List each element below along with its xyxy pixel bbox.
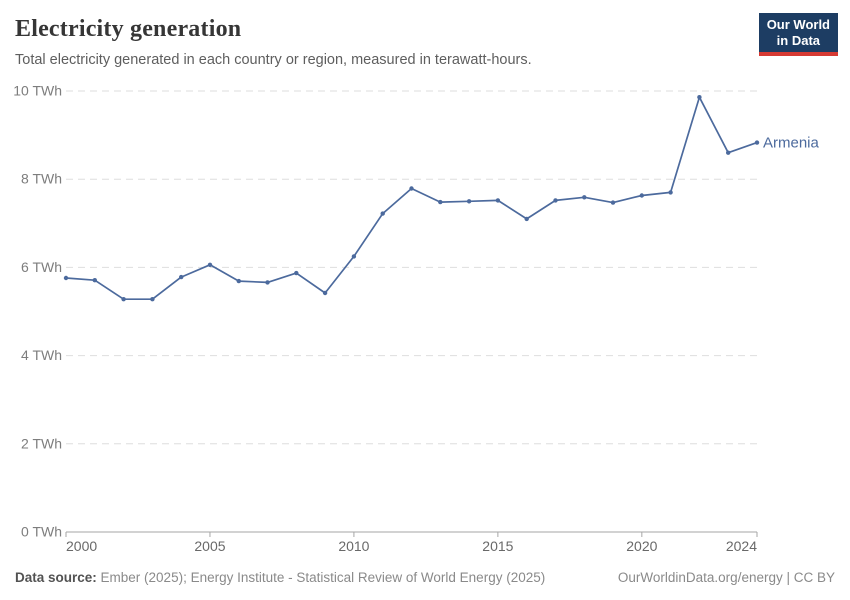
data-points — [63, 95, 760, 302]
data-point — [92, 278, 98, 283]
x-tick-label: 2020 — [626, 538, 657, 554]
x-tick-label: 2015 — [482, 538, 513, 554]
data-point — [236, 278, 241, 284]
data-point — [495, 198, 501, 203]
data-point — [380, 211, 385, 216]
x-tick-label: 2005 — [194, 538, 225, 554]
y-tick-label: 8 TWh — [21, 171, 62, 187]
data-point — [582, 195, 587, 200]
page-title: Electricity generation — [15, 16, 242, 42]
data-point — [351, 254, 357, 259]
y-tick-label: 2 TWh — [21, 435, 62, 451]
data-source-label: Data source: — [15, 570, 97, 585]
data-point — [63, 275, 69, 281]
owid-logo[interactable]: Our World in Data — [758, 13, 838, 56]
x-tick-label: 2000 — [66, 538, 97, 554]
data-point — [524, 216, 529, 222]
x-axis: 2000 2005 2010 2015 2020 2024 — [65, 531, 758, 554]
data-point — [466, 199, 472, 204]
data-point — [726, 150, 731, 155]
line-chart: 0 TWh 2 TWh 4 TWh 6 TWh 8 TWh 10 TWh 2000 2005… — [13, 83, 820, 555]
chart-footer: Data source: Ember (2025); Energy Instit… — [0, 570, 850, 592]
attribution-link[interactable]: OurWorldinData.org/energy | CC BY — [617, 570, 835, 585]
chart-subtitle: Total electricity generated in each coun… — [15, 52, 532, 68]
data-point — [409, 186, 414, 191]
data-point — [322, 290, 328, 296]
x-tick-label: 2010 — [338, 538, 369, 554]
y-tick-label: 4 TWh — [21, 347, 62, 363]
data-point — [610, 200, 616, 205]
data-point — [294, 270, 299, 276]
data-point — [179, 274, 184, 280]
data-point — [150, 297, 155, 302]
gridlines: 0 TWh 2 TWh 4 TWh 6 TWh 8 TWh 10 TWh — [13, 83, 757, 540]
data-point — [754, 140, 760, 145]
owid-logo-line2: in Data — [776, 33, 821, 48]
data-point — [438, 199, 443, 205]
data-source: Data source: Ember (2025); Energy Instit… — [15, 570, 545, 585]
y-tick-label: 6 TWh — [21, 259, 62, 275]
x-tick-label: 2024 — [726, 538, 757, 554]
owid-logo-line1: Our World — [766, 17, 830, 32]
y-tick-label: 0 TWh — [21, 524, 62, 540]
entity-label: Armenia — [763, 135, 820, 152]
data-point — [639, 193, 644, 198]
data-point — [121, 297, 126, 302]
data-point — [668, 190, 673, 195]
y-tick-label: 10 TWh — [13, 83, 62, 99]
data-point — [265, 280, 270, 285]
data-point — [697, 95, 702, 100]
data-source-text: Ember (2025); Energy Institute - Statist… — [96, 570, 546, 585]
data-point — [207, 262, 213, 267]
data-point — [553, 198, 558, 203]
series-line-armenia — [65, 96, 758, 301]
